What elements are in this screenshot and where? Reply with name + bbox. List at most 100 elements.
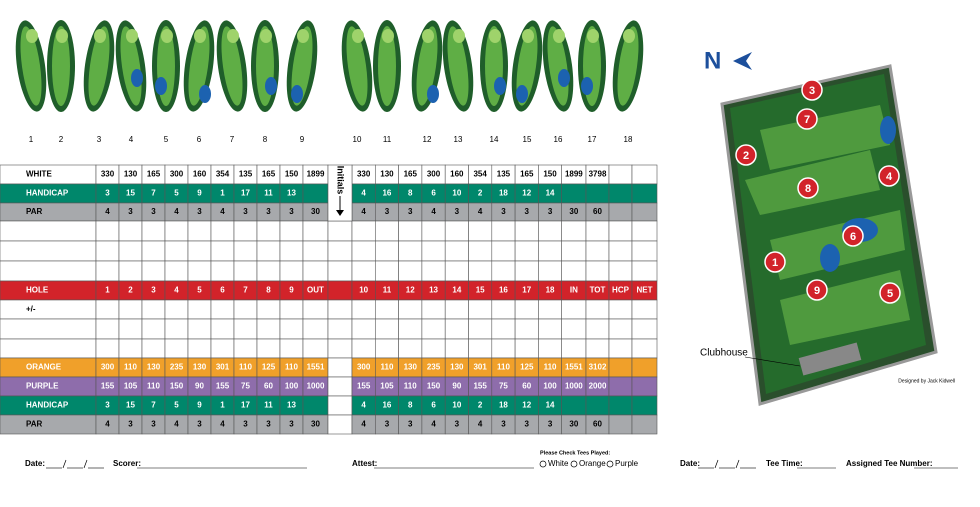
course-map: N 1 2 3 4 5 6 7 8 9 Clubhouse Designed by Jack Kidw… <box>700 47 955 406</box>
table-cell <box>631 318 658 340</box>
cell-value: 17 <box>241 401 250 410</box>
table-cell <box>279 260 304 282</box>
cell-value: 135 <box>239 170 253 179</box>
table-cell <box>256 240 281 262</box>
table-cell <box>302 220 329 242</box>
table-cell <box>0 220 97 242</box>
table-cell <box>444 318 469 340</box>
cell-value: 4 <box>174 286 179 295</box>
hole-fairway <box>416 26 438 106</box>
hole-number: 17 <box>588 135 597 144</box>
cell-value: 130 <box>147 363 161 372</box>
table-cell <box>631 395 658 416</box>
cell-value: 3 <box>151 420 156 429</box>
cell-value: 3 <box>128 420 133 429</box>
table-cell <box>468 299 493 320</box>
table-cell <box>0 318 97 340</box>
row-label: WHITE <box>26 170 52 179</box>
table-cell <box>351 338 376 359</box>
hole-green <box>587 29 599 43</box>
hole-number: 12 <box>423 135 432 144</box>
table-cell <box>585 260 610 282</box>
north-letter: N <box>704 47 721 74</box>
hole-number: 3 <box>97 135 102 144</box>
cell-value: 12 <box>406 286 415 295</box>
cell-value: 2000 <box>589 382 607 391</box>
cell-value: 11 <box>383 286 392 295</box>
cell-value: 4 <box>361 401 366 410</box>
north-arrow <box>733 52 752 70</box>
hole-green <box>260 29 272 43</box>
table-cell <box>398 299 423 320</box>
table-cell <box>631 260 658 282</box>
cell-value: 16 <box>382 189 391 198</box>
cell-value: 150 <box>427 382 441 391</box>
cell-value: 1 <box>220 189 225 198</box>
cell-value: NET <box>637 286 653 295</box>
cell-value: 4 <box>174 207 179 216</box>
tee-checkbox <box>570 460 578 468</box>
table-cell <box>233 299 258 320</box>
hole-fairway <box>617 26 639 106</box>
hole-fairway <box>221 26 243 106</box>
table-cell <box>95 260 120 282</box>
table-cell <box>468 220 493 242</box>
cell-value: 2 <box>128 286 133 295</box>
hole-number: 1 <box>29 135 34 144</box>
hole-marker-label: 8 <box>805 183 811 195</box>
cell-value: 4 <box>431 207 436 216</box>
cell-value: 3102 <box>589 363 607 372</box>
table-cell <box>95 220 120 242</box>
hole-green <box>194 29 206 43</box>
table-cell <box>187 220 212 242</box>
cell-value: 13 <box>287 189 296 198</box>
cell-value: 1899 <box>565 170 583 179</box>
cell-value: 30 <box>311 207 320 216</box>
cell-value: 110 <box>380 363 393 372</box>
table-cell <box>444 260 469 282</box>
table-cell <box>327 338 353 359</box>
row-label: HOLE <box>26 286 49 295</box>
cell-value: 3 <box>501 420 506 429</box>
table-cell <box>491 220 516 242</box>
table-cell <box>398 220 423 242</box>
cell-value: 1551 <box>565 363 583 372</box>
clubhouse-pointer <box>744 356 801 367</box>
cell-value: 110 <box>285 363 298 372</box>
cell-value: 3 <box>548 420 553 429</box>
hole-water <box>558 69 570 87</box>
initials-label: Initials <box>336 166 346 195</box>
table-cell <box>538 318 563 340</box>
cell-value: 150 <box>285 170 299 179</box>
hole-fairway <box>52 26 70 106</box>
cell-value: 130 <box>404 363 418 372</box>
table-cell <box>233 220 258 242</box>
table-cell <box>351 299 376 320</box>
table-cell <box>585 183 610 204</box>
table-cell <box>608 220 633 242</box>
table-cell <box>0 299 97 320</box>
cell-value: 12 <box>522 401 531 410</box>
cell-value: 4 <box>478 207 483 216</box>
table-cell <box>302 299 329 320</box>
table-cell <box>608 376 633 397</box>
cell-value: 4 <box>361 420 366 429</box>
fairway <box>780 270 910 345</box>
table-cell <box>444 220 469 242</box>
hole-number: 7 <box>230 135 235 144</box>
cell-value: OUT <box>307 286 324 295</box>
table-cell <box>210 220 235 242</box>
cell-value: 2 <box>478 189 483 198</box>
hole-number: 13 <box>454 135 463 144</box>
cell-value: 4 <box>361 207 366 216</box>
hole-marker <box>878 165 900 187</box>
table-cell <box>585 338 610 359</box>
hole-marker-label: 2 <box>743 150 749 162</box>
table-cell <box>421 240 446 262</box>
cell-value: 300 <box>427 170 441 179</box>
cell-value: 3 <box>266 207 271 216</box>
cell-value: 3 <box>525 207 530 216</box>
table-cell <box>608 414 633 435</box>
cell-value: 3 <box>151 286 156 295</box>
cell-value: 1551 <box>307 363 325 372</box>
